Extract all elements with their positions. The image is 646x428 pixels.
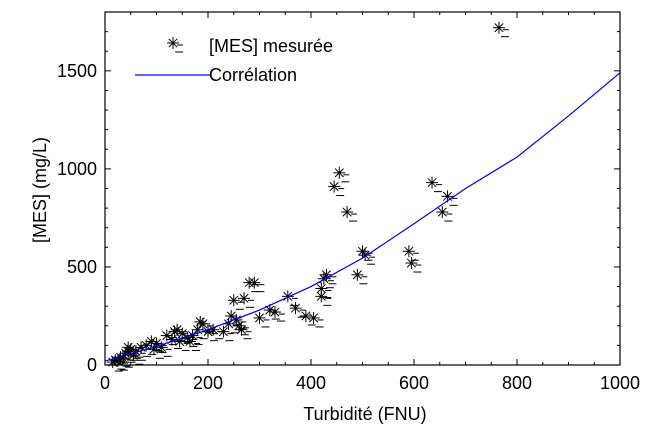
ticks: 0 200 400 600 800 1000 0 500 1000 1500 — [57, 12, 640, 393]
data-point — [268, 306, 285, 322]
series-correlation — [104, 72, 621, 362]
legend-label-correlation: Corrélation — [209, 65, 297, 85]
y-axis-label: [MES] (mg/L) — [30, 137, 50, 243]
data-point — [328, 180, 345, 197]
x-tick-label: 800 — [502, 373, 532, 393]
data-point — [248, 276, 265, 293]
x-tick-label: 0 — [100, 373, 110, 393]
y-tick-label: 0 — [87, 355, 97, 375]
data-point — [333, 166, 350, 183]
data-point — [341, 206, 358, 222]
data-point — [307, 311, 324, 328]
data-point — [426, 176, 443, 193]
data-point — [235, 323, 252, 340]
data-point — [351, 268, 368, 285]
data-point — [238, 292, 255, 308]
x-axis-label: Turbidité (FNU) — [303, 404, 426, 424]
data-point — [227, 294, 244, 310]
correlation-line — [104, 72, 621, 362]
data-point — [320, 268, 337, 285]
series-measured — [106, 21, 509, 372]
data-point — [315, 282, 332, 299]
data-point — [359, 249, 376, 265]
x-tick-label: 400 — [296, 373, 326, 393]
legend: [MES] mesurée Corrélation — [135, 36, 333, 85]
x-tick-label: 200 — [193, 373, 223, 393]
y-tick-label: 1500 — [57, 61, 97, 81]
x-tick-label: 600 — [399, 373, 429, 393]
y-tick-label: 500 — [67, 257, 97, 277]
data-point — [436, 206, 453, 222]
data-point — [217, 325, 234, 342]
x-tick-label: 1000 — [600, 373, 640, 393]
data-point — [253, 311, 270, 328]
data-point — [402, 245, 419, 261]
data-point — [289, 302, 306, 318]
data-point — [492, 21, 509, 38]
legend-asterisk-icon — [167, 37, 183, 53]
data-point — [281, 290, 298, 306]
y-tick-label: 1000 — [57, 159, 97, 179]
legend-label-measured: [MES] mesurée — [209, 36, 333, 56]
data-point — [405, 257, 422, 273]
legend-marker-measured — [167, 37, 183, 53]
data-point — [155, 341, 172, 357]
